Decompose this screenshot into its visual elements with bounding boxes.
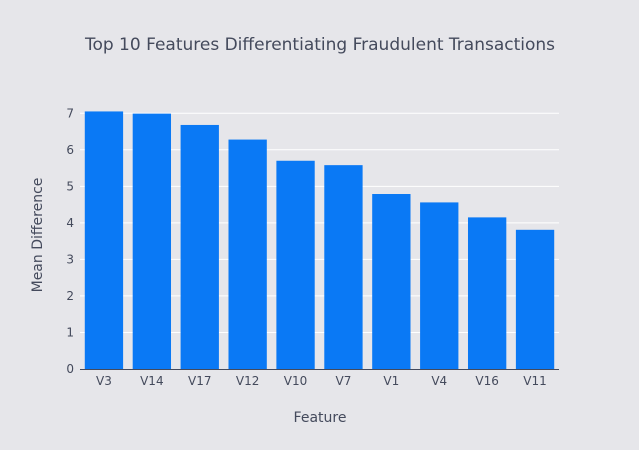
y-tick-label: 5 (66, 179, 74, 193)
bar-v3[interactable] (84, 111, 124, 369)
x-tick-label: V3 (96, 374, 112, 388)
x-tick-label: V12 (236, 374, 259, 388)
y-tick-label: 3 (66, 252, 74, 266)
y-tick-label: 2 (66, 289, 74, 303)
bar-v11[interactable] (515, 229, 555, 369)
bar-v14[interactable] (132, 113, 172, 370)
chart-title: Top 10 Features Differentiating Fraudule… (84, 35, 555, 55)
x-tick-label: V1 (383, 374, 399, 388)
bar-v17[interactable] (180, 124, 219, 369)
bar-v4[interactable] (420, 202, 459, 369)
y-tick-label: 7 (66, 106, 74, 120)
x-tick-label: V7 (336, 374, 352, 388)
bar-v7[interactable] (324, 165, 363, 369)
y-tick-label: 6 (66, 143, 74, 157)
x-axis-ticks: V3 V14 V17 V12 V10 V7 V1 V4 V16 V11 (96, 374, 547, 388)
x-tick-label: V4 (431, 374, 447, 388)
bar-v16[interactable] (467, 217, 507, 369)
y-axis-title: Mean Difference (30, 178, 46, 293)
y-tick-label: 1 (66, 325, 74, 339)
x-tick-label: V11 (523, 374, 546, 388)
x-tick-label: V16 (475, 374, 498, 388)
y-tick-label: 0 (66, 362, 74, 376)
x-tick-label: V17 (188, 374, 211, 388)
x-axis-title: Feature (294, 410, 347, 426)
bar-v1[interactable] (372, 194, 411, 369)
bar-v10[interactable] (276, 160, 315, 369)
bar-v12[interactable] (228, 139, 267, 369)
y-tick-label: 4 (66, 216, 74, 230)
x-tick-label: V14 (140, 374, 163, 388)
x-tick-label: V10 (284, 374, 307, 388)
y-axis-ticks: 0 1 2 3 4 5 6 7 (66, 106, 74, 376)
bars (84, 111, 555, 370)
